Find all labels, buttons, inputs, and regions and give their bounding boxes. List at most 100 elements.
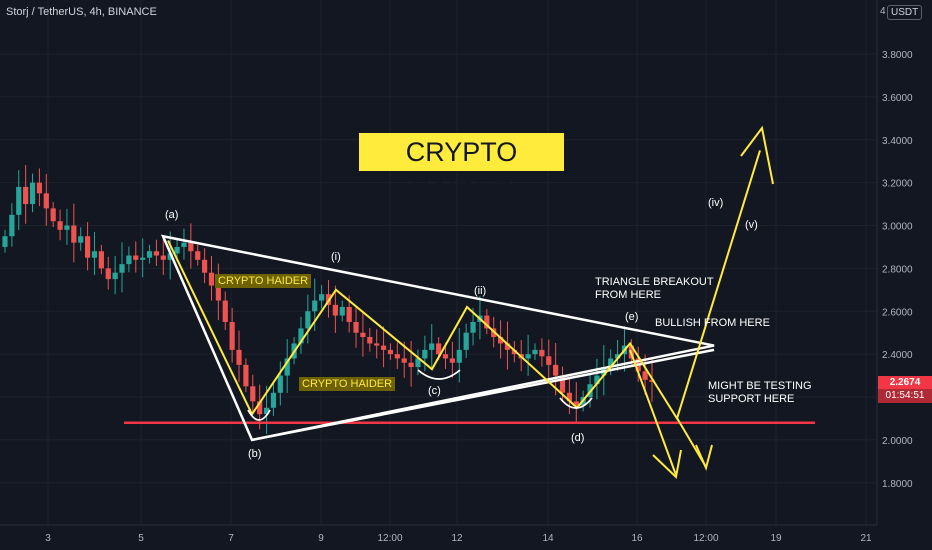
candle-body (167, 253, 173, 260)
candle-body (16, 186, 22, 215)
candle-body (608, 358, 614, 368)
price-tick-label: 3.0000 (882, 222, 913, 233)
price-tick-label: 4 (880, 6, 886, 17)
candle-body (539, 349, 545, 357)
candle-body (360, 332, 366, 338)
candle-body (215, 285, 221, 301)
crypto-haider-label-1: CRYPTO HAIDER (215, 274, 312, 288)
candle-body (339, 306, 345, 316)
candle-body (332, 304, 338, 316)
grid-lines (0, 0, 877, 525)
candle-body (2, 236, 8, 247)
candle-body (415, 358, 421, 368)
time-tick-label: 5 (138, 533, 144, 544)
candle-body (449, 358, 455, 363)
price-tick-label: 2.8000 (882, 264, 913, 275)
candle-body (614, 354, 621, 359)
candle-body (436, 343, 442, 355)
candle-body (78, 236, 84, 243)
candle-body (105, 268, 111, 280)
candle-body (126, 255, 132, 265)
candle-body (298, 328, 304, 344)
candle-body (532, 349, 538, 355)
candle-body (353, 322, 359, 333)
price-tick-label: 1.8000 (882, 479, 913, 490)
symbol-title: Storj / TetherUS, 4h, BINANCE (6, 6, 157, 18)
time-tick-label: 12:00 (693, 533, 718, 544)
crypto-haider-title-box: CRYPTO HAIDER (359, 133, 564, 205)
candle-body (57, 221, 63, 230)
candle-body (188, 242, 194, 252)
wave-label-iv: (iv) (708, 197, 724, 209)
candle-body (140, 257, 146, 260)
symmetrical-triangle (160, 234, 715, 442)
candle-body (312, 300, 318, 312)
wave-label-i: (i) (331, 251, 341, 263)
candle-body (91, 251, 98, 258)
time-tick-label: 3 (45, 533, 51, 544)
candle-body (649, 379, 655, 383)
candle-body (484, 315, 490, 329)
candle-body (394, 354, 400, 359)
bottom-marker (247, 409, 271, 421)
candle-body (594, 375, 600, 385)
candle-body (422, 349, 428, 359)
last-price-tag: 2.2674 (878, 376, 932, 389)
wave-label-b: (b) (248, 448, 262, 460)
price-tick-label: 3.6000 (882, 93, 913, 104)
wave-label-c: (c) (428, 385, 441, 397)
candle-body (374, 343, 380, 346)
candle-body (497, 337, 504, 344)
candle-body (642, 371, 648, 380)
candle-body (9, 214, 15, 237)
candle-body (257, 401, 263, 415)
candle-body (380, 345, 387, 350)
time-tick-label: 14 (542, 533, 554, 544)
time-tick-label: 12 (451, 533, 463, 544)
candle-body (511, 349, 517, 355)
crypto-haider-label-2: CRYPTO HAIDER (299, 377, 396, 391)
candle-body (284, 358, 290, 376)
candle-body (195, 251, 201, 260)
candle-body (23, 186, 29, 205)
price-tick-label: 3.8000 (882, 50, 913, 61)
candle-body (153, 251, 160, 256)
candle-body (367, 337, 373, 344)
bullish-note: BULLISH FROM HERE (655, 317, 770, 329)
candle-body (50, 208, 56, 222)
price-tick-label: 2.0000 (882, 436, 913, 447)
time-axis[interactable]: 3 5 7 9 12:00 12 14 16 12:00 19 21 (45, 533, 872, 544)
candle-body (525, 354, 531, 359)
bottom-marker (559, 397, 593, 409)
candle-body (429, 343, 435, 350)
candle-body (229, 322, 235, 350)
candle-body (319, 294, 325, 301)
candle-body (277, 375, 283, 393)
bar-countdown-tag: 01:54:51 (878, 389, 932, 403)
bearish-path-1 (629, 349, 677, 476)
candle-body (546, 356, 552, 365)
currency-unit-badge[interactable]: USDT (887, 5, 923, 20)
time-tick-label: 9 (318, 533, 324, 544)
candle-body (470, 322, 476, 333)
bottom-marker (417, 369, 461, 380)
candle-body (181, 242, 187, 247)
candle-body (202, 259, 208, 273)
candle-body (401, 358, 407, 363)
candle-body (270, 392, 277, 408)
candle-body (64, 225, 70, 230)
candle-body (236, 349, 242, 365)
bearish-arrow-head-2 (695, 444, 713, 472)
candle-body (146, 251, 153, 258)
candle-body (566, 392, 573, 402)
wave-label-e: (e) (625, 311, 639, 323)
candle-body (98, 251, 104, 269)
price-axis[interactable]: 3.8000 3.6000 3.4000 3.2000 3.0000 2.8000 2.60… (880, 6, 913, 490)
candle-body (442, 354, 449, 359)
candle-body (346, 306, 352, 322)
candle-body (71, 225, 77, 243)
candle-body (250, 386, 256, 402)
candle-body (112, 272, 118, 280)
time-tick-label: 7 (228, 533, 234, 544)
